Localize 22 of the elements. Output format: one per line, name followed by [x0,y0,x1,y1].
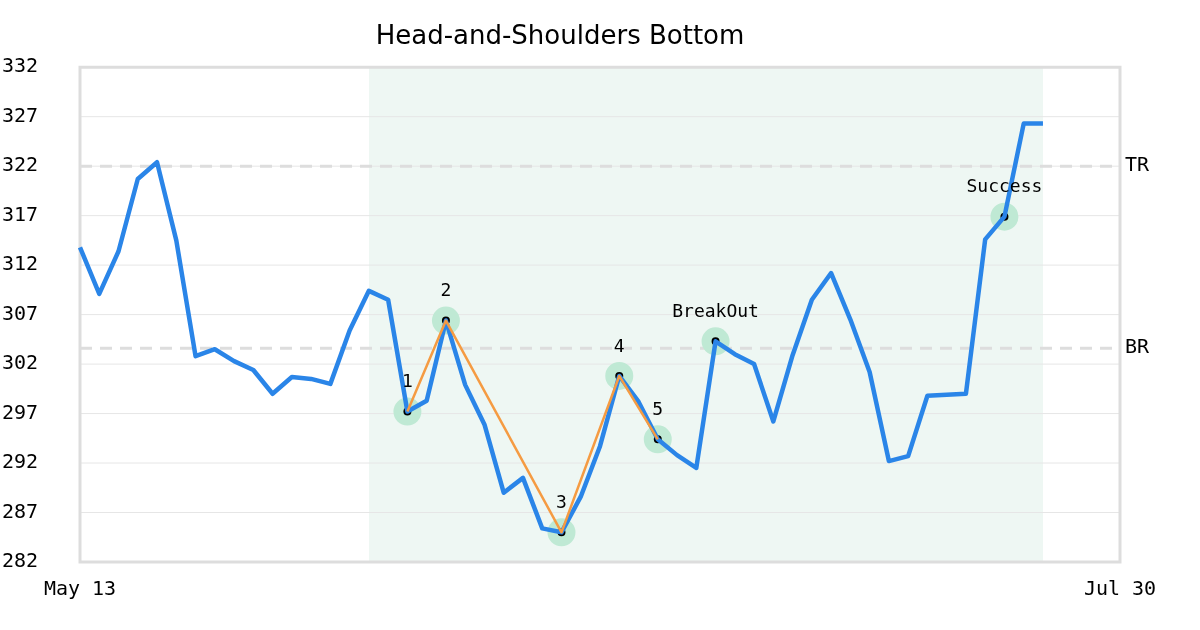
x-tick-label: May 13 [43,576,117,601]
x-tick-label: Jul 30 [1083,576,1157,601]
annotation: 4 [613,334,625,356]
y-tick-label: 322 [1,152,38,177]
y-tick-label: 307 [1,300,38,325]
y-tick-label: 327 [1,102,38,127]
y-tick-label: 282 [1,548,38,573]
y-tick-label: 292 [1,449,38,474]
y-tick-label: 297 [1,399,38,424]
annotation: BreakOut [672,299,759,321]
ref-line-label: TR [1125,152,1151,177]
y-tick-label: 302 [1,350,38,375]
y-tick-label: 312 [1,251,38,276]
annotation: 5 [652,397,664,419]
y-tick-label: 332 [1,53,38,78]
annotation: 1 [401,370,413,392]
annotation: 2 [440,279,452,301]
y-tick-label: 287 [1,498,38,523]
y-tick-label: 317 [1,201,38,226]
annotation: 3 [556,490,567,512]
ref-line-label: BR [1125,334,1151,359]
chart-title: Head-and-Shoulders Bottom [375,20,745,51]
